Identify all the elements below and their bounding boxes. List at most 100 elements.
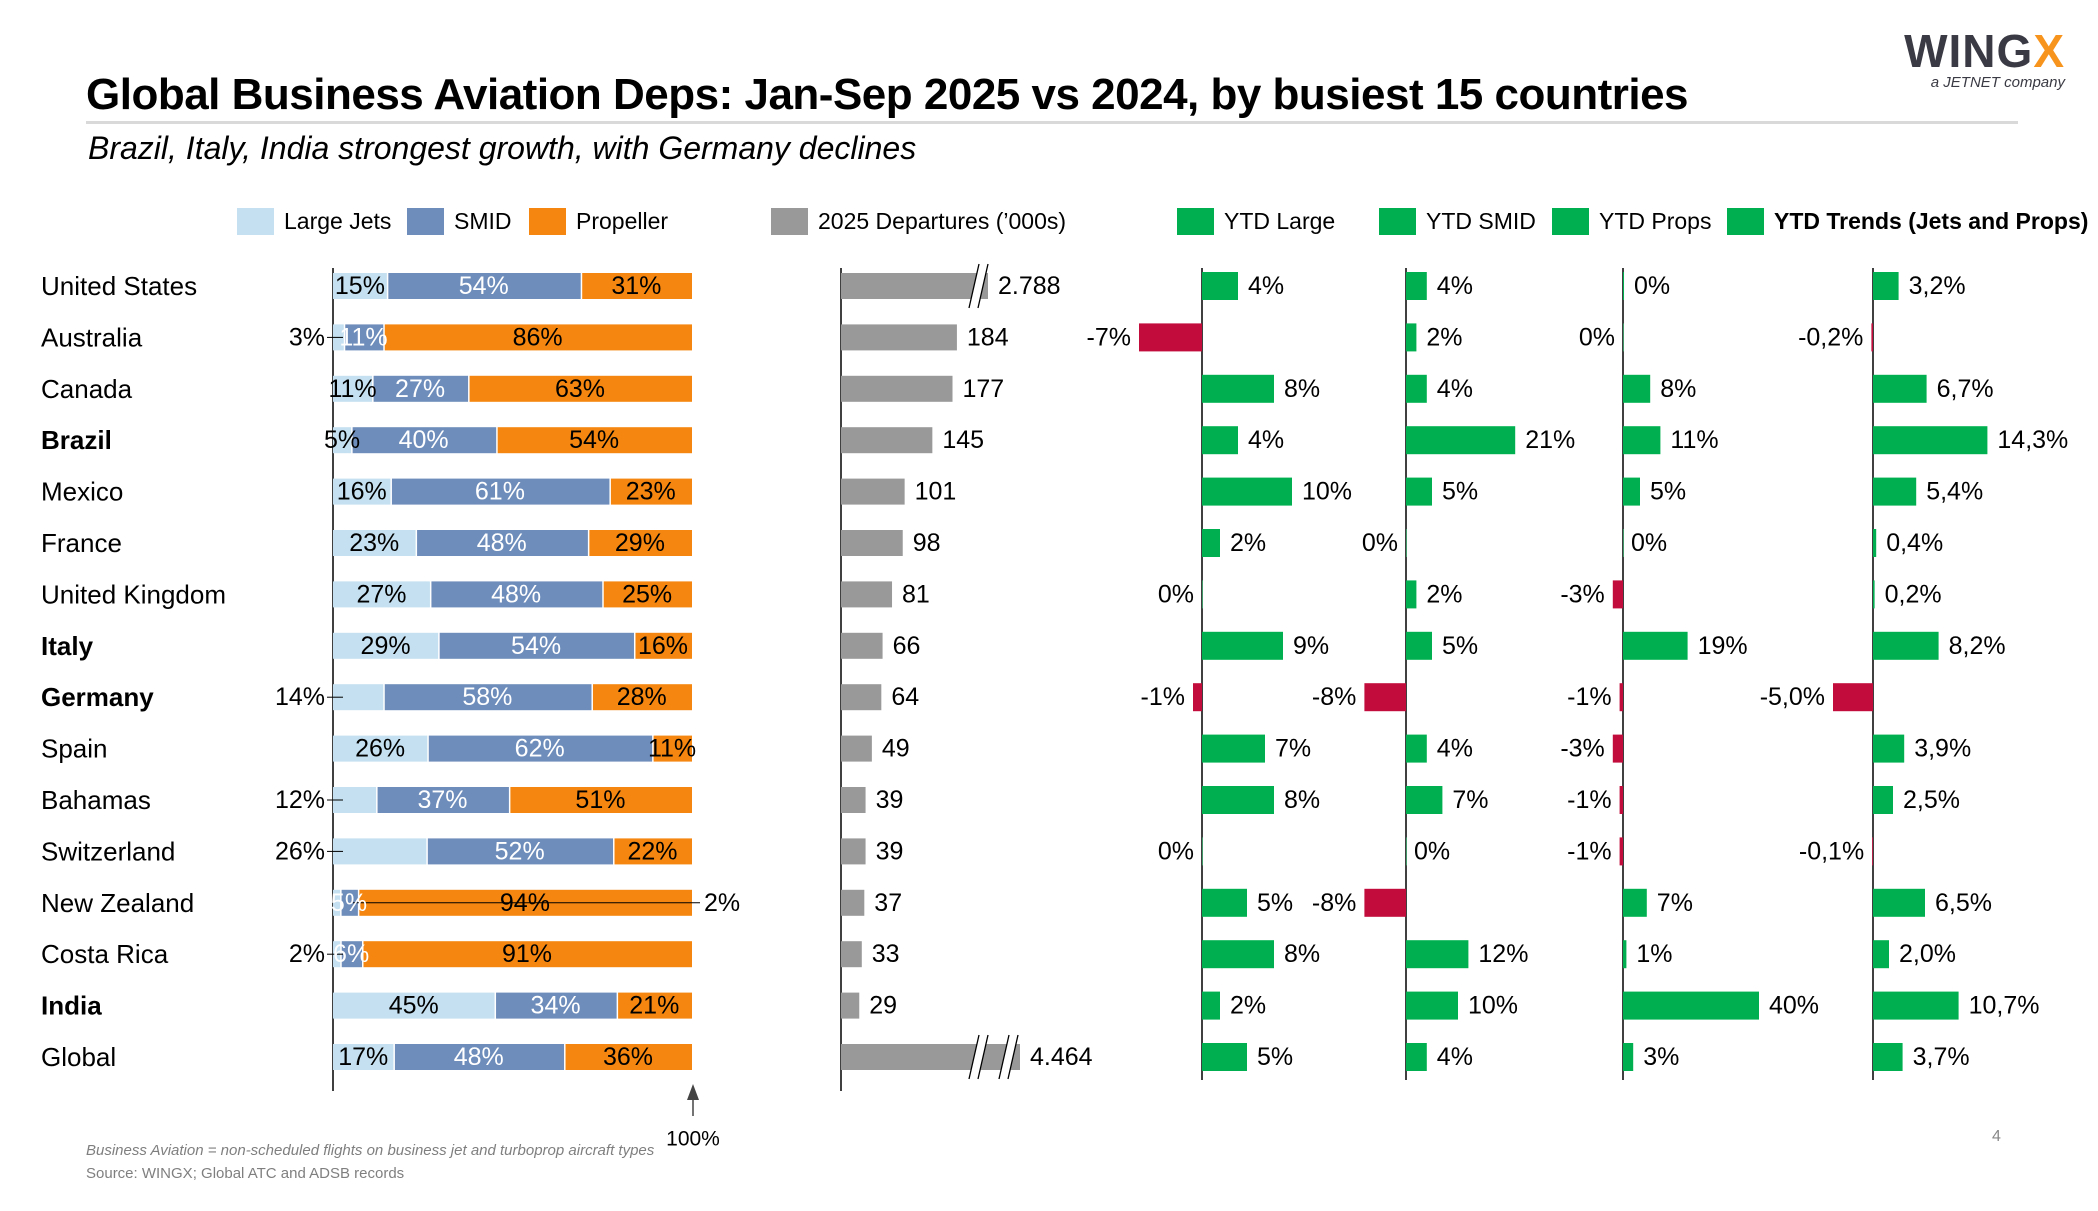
legend-propeller: Propeller — [529, 207, 668, 235]
legend-label-departures: 2025 Departures (’000s) — [818, 207, 1067, 234]
page-subtitle: Brazil, Italy, India strongest growth, w… — [88, 130, 917, 166]
bar-propeller — [653, 735, 692, 762]
bar-label-ytd-props: 3% — [1643, 1043, 1679, 1071]
bar-label-smid: 48% — [477, 529, 527, 557]
bar-ytd-smid — [1406, 734, 1427, 763]
bar-ytd-trends — [1873, 1043, 1903, 1071]
bar-label-ytd-props: 7% — [1657, 889, 1693, 917]
bar-label-smid: 40% — [399, 426, 449, 454]
bar-departures — [841, 375, 953, 402]
bar-label-smid: 48% — [454, 1043, 504, 1071]
category-label: Italy — [41, 631, 94, 661]
bar-label-departures: 177 — [963, 375, 1005, 403]
bar-large-jets — [333, 838, 427, 865]
bar-label-departures: 66 — [893, 632, 921, 660]
bar-label-departures: 2.788 — [998, 272, 1061, 300]
bar-ytd-smid — [1406, 426, 1516, 455]
bar-label-departures: 81 — [902, 580, 930, 608]
legend-label-ytd-smid: YTD SMID — [1426, 207, 1536, 234]
axis-break-mark — [977, 1034, 989, 1080]
bar-label-departures: 184 — [967, 323, 1009, 351]
bar-label-departures: 39 — [876, 786, 904, 814]
bar-label-ytd-large: 0% — [1158, 837, 1194, 865]
bar-propeller — [469, 375, 692, 402]
bar-propeller — [565, 1044, 692, 1070]
logo-wordmark: WINGX — [1900, 28, 2065, 74]
bar-ytd-large — [1202, 426, 1238, 455]
bar-label-ytd-props: -1% — [1567, 837, 1611, 865]
axis-break-gap — [999, 1035, 1018, 1079]
bar-propeller — [510, 787, 692, 813]
bar-label-ytd-trends: 3,9% — [1914, 735, 1971, 763]
bar-label-ytd-props: 40% — [1769, 992, 1819, 1020]
axis-break-mark — [998, 1034, 1010, 1080]
bar-propeller — [497, 427, 692, 454]
bar-ytd-large — [1202, 477, 1292, 506]
bar-label-large-jets: 17% — [338, 1043, 388, 1071]
category-label: United States — [41, 271, 197, 301]
bar-ytd-smid — [1406, 940, 1469, 969]
bar-label-ytd-smid: 4% — [1437, 1043, 1473, 1071]
bar-label-ytd-large: 0% — [1158, 580, 1194, 608]
bar-label-ytd-large: 5% — [1257, 1043, 1293, 1071]
bar-ytd-smid — [1406, 374, 1427, 403]
bar-smid — [352, 427, 497, 454]
legend-label-ytd-props: YTD Props — [1599, 207, 1712, 234]
bar-label-ytd-trends: 2,5% — [1903, 786, 1960, 814]
bar-ytd-trends — [1873, 529, 1877, 557]
category-label: New Zealand — [41, 888, 194, 918]
bar-label-ytd-smid: 10% — [1468, 992, 1518, 1020]
bar-label-ytd-trends: 6,5% — [1935, 889, 1992, 917]
bar-label-departures: 101 — [915, 478, 957, 506]
legend-smid: SMID — [407, 207, 512, 235]
bar-label-ytd-props: 5% — [1650, 478, 1686, 506]
category-label: Canada — [41, 374, 133, 404]
bar-label-ytd-props: 0% — [1579, 323, 1615, 351]
bar-label-ytd-props: 11% — [1670, 426, 1718, 454]
bar-label-propeller: 11% — [648, 735, 696, 763]
bar-smid — [377, 787, 509, 813]
hundred-percent-label: 100% — [666, 1128, 720, 1151]
bar-departures — [841, 478, 905, 505]
bar-label-ytd-large: 5% — [1257, 889, 1293, 917]
bar-label-propeller: 31% — [611, 272, 661, 300]
axis-break-mark — [968, 263, 980, 309]
bar-large-jets — [333, 889, 341, 916]
bar-propeller — [614, 838, 692, 865]
axis-break-gap — [969, 1035, 988, 1079]
bar-label-ytd-trends: -0,1% — [1799, 837, 1864, 865]
bar-label-ytd-props: -3% — [1560, 735, 1604, 763]
bar-label-ytd-trends: 8,2% — [1949, 632, 2006, 660]
bar-large-jets — [333, 273, 387, 299]
bar-propeller — [589, 530, 692, 556]
bar-label-propeller: 94% — [500, 889, 550, 917]
bar-label-smid: 54% — [511, 632, 561, 660]
bar-ytd-large — [1202, 888, 1247, 917]
bar-label-ytd-smid: 7% — [1452, 786, 1488, 814]
logo-wordmark-accent: X — [2033, 25, 2065, 77]
legend-swatch-departures — [771, 207, 808, 235]
bar-ytd-trends — [1873, 991, 1959, 1020]
bar-label-large-jets: 16% — [337, 478, 387, 506]
bar-label-departures: 64 — [891, 683, 919, 711]
bar-smid — [388, 273, 581, 299]
bar-label-departures: 4.464 — [1030, 1043, 1093, 1071]
category-label: United Kingdom — [41, 579, 226, 609]
bar-departures — [841, 684, 882, 711]
bar-label-propeller: 28% — [617, 683, 667, 711]
bar-ytd-trends — [1873, 374, 1927, 403]
bar-ytd-trends — [1873, 580, 1875, 609]
bar-label-ytd-trends: 5,4% — [1926, 478, 1983, 506]
bar-departures — [841, 427, 933, 454]
bar-ytd-trends — [1873, 888, 1925, 917]
bar-label-ytd-smid: 2% — [1426, 580, 1462, 608]
bar-large-jets — [333, 735, 428, 762]
legend-large-jets: Large Jets — [237, 207, 391, 235]
bar-label-smid: 5% — [331, 889, 367, 917]
bar-label-propeller: 29% — [615, 529, 665, 557]
bar-label-smid: 6% — [333, 940, 369, 968]
bar-label-ytd-props: 8% — [1660, 375, 1696, 403]
bar-label-propeller: 63% — [555, 375, 605, 403]
bar-label-departures: 39 — [876, 837, 904, 865]
bar-label-ytd-trends: 2,0% — [1899, 940, 1956, 968]
